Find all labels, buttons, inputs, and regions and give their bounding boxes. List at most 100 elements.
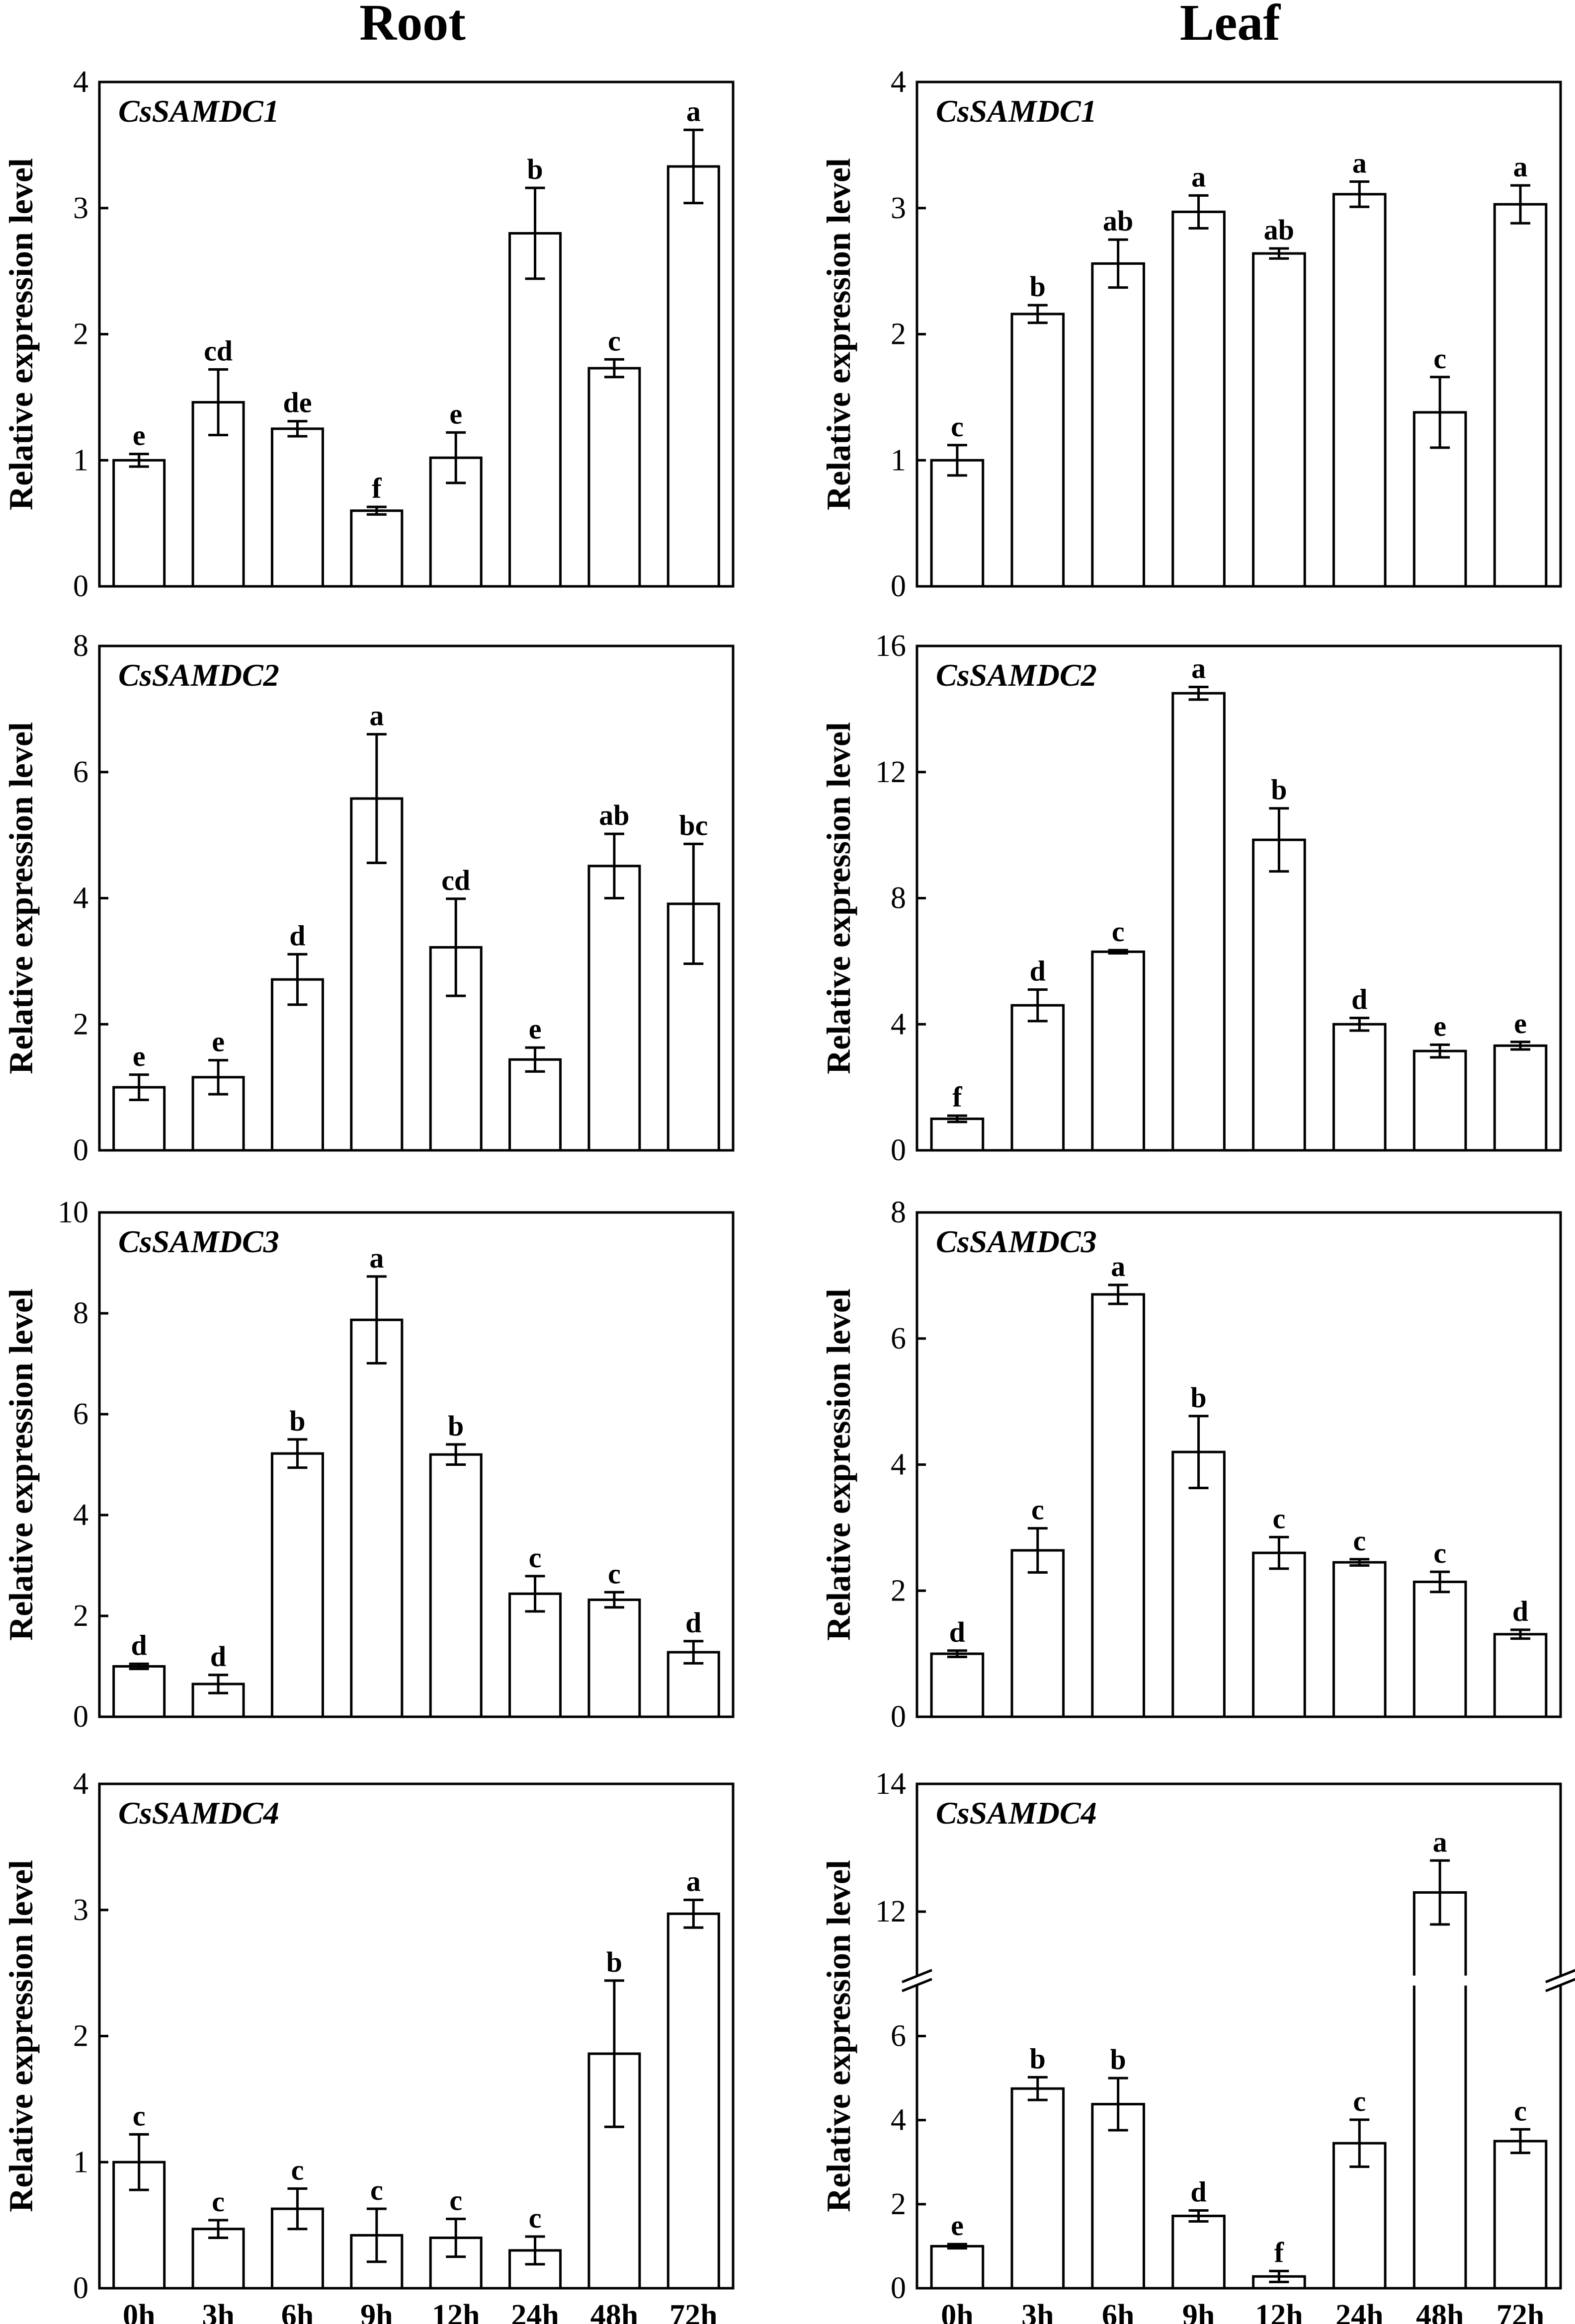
x-tick-label: 24h — [1335, 2299, 1383, 2324]
significance-label: c — [608, 324, 621, 357]
bar-0h — [112, 459, 166, 588]
significance-label: a — [1191, 652, 1206, 684]
y-tick-label: 6 — [891, 2019, 906, 2053]
y-tick-label: 0 — [73, 1700, 88, 1734]
y-axis-label: Relative expression level — [820, 1860, 857, 2212]
y-tick-label: 4 — [891, 2103, 906, 2137]
column-title-leaf: Leaf — [1180, 0, 1281, 51]
bar-9h — [1171, 210, 1226, 588]
bar-24h — [1332, 1023, 1387, 1152]
significance-label: c — [370, 2174, 383, 2206]
chart-leaf-4: 0 2 4 6 12 14 Relative expression level CsSAMDC… — [820, 1767, 1575, 2324]
bar-24h — [1332, 1561, 1387, 1718]
significance-label: e — [1433, 1010, 1446, 1042]
significance-label: ab — [1264, 214, 1294, 246]
significance-label: ab — [599, 799, 629, 831]
y-tick-label: 4 — [891, 1007, 906, 1041]
bar-3h — [1010, 1549, 1065, 1718]
gene-title: CsSAMDC4 — [118, 1795, 279, 1831]
y-tick-label: 12 — [875, 1895, 906, 1928]
significance-label: ab — [1103, 205, 1133, 237]
gene-title: CsSAMDC2 — [936, 657, 1097, 693]
significance-label: c — [1353, 2085, 1366, 2117]
y-tick-label: 2 — [891, 1574, 906, 1607]
significance-label: f — [952, 1081, 962, 1113]
y-axis-label: Relative expression level — [2, 722, 40, 1074]
significance-label: e — [449, 398, 462, 430]
gene-title: CsSAMDC3 — [118, 1224, 279, 1259]
y-tick-label: 0 — [73, 569, 88, 603]
y-tick-label: 1 — [891, 443, 906, 477]
chart-root-2: 0 2 4 6 8 Relative expression level CsSAMDC2 e e… — [2, 629, 735, 1167]
y-tick-label: 2 — [891, 318, 906, 351]
y-tick-label: 4 — [73, 882, 88, 915]
bar-3h — [1010, 2087, 1065, 2290]
bar-3h — [1010, 1004, 1065, 1152]
bar-48h — [587, 1599, 641, 1718]
significance-label: c — [1433, 1537, 1446, 1569]
significance-label: c — [1273, 1502, 1286, 1534]
y-tick-label: 0 — [891, 2271, 906, 2305]
y-axis-label: Relative expression level — [2, 158, 40, 510]
significance-label: d — [1512, 1595, 1528, 1627]
y-tick-label: 1 — [73, 2145, 88, 2179]
axis-break-mark — [902, 1978, 932, 1993]
y-tick-label: 4 — [73, 1498, 88, 1532]
chart-leaf-2: 0 4 8 12 16 Relative expression level CsSAMDC2… — [820, 629, 1562, 1167]
x-tick-label: 24h — [511, 2299, 559, 2324]
significance-label: e — [212, 1026, 225, 1058]
significance-label: d — [1190, 2176, 1206, 2208]
y-tick-label: 0 — [891, 1700, 906, 1734]
bar-72h — [1493, 1633, 1548, 1718]
axis-break-mark — [1545, 1978, 1575, 1993]
gene-title: CsSAMDC3 — [936, 1224, 1097, 1259]
significance-label: b — [289, 1405, 305, 1437]
x-tick-label: 48h — [590, 2299, 638, 2324]
bar-0h — [930, 1652, 985, 1718]
y-tick-label: 2 — [73, 318, 88, 351]
y-tick-label: 6 — [73, 1397, 88, 1431]
significance-label: c — [291, 2154, 304, 2186]
plot-frame — [98, 1211, 735, 1718]
y-tick-label: 2 — [73, 1007, 88, 1041]
significance-label: a — [369, 1242, 384, 1274]
bar-12h — [1252, 252, 1306, 588]
y-tick-label: 1 — [73, 443, 88, 477]
bar-6h — [270, 978, 324, 1152]
bar-12h — [429, 456, 483, 588]
y-axis-label: Relative expression level — [820, 158, 857, 510]
significance-label: f — [372, 472, 382, 504]
significance-label: c — [1112, 915, 1125, 948]
significance-label: d — [685, 1606, 701, 1639]
bar-72h — [1493, 2140, 1548, 2290]
y-tick-label: 4 — [891, 1448, 906, 1482]
y-tick-label: 6 — [73, 755, 88, 789]
bar-break-gap — [1412, 1975, 1468, 1986]
y-tick-label: 6 — [891, 1322, 906, 1356]
y-tick-label: 0 — [73, 1133, 88, 1167]
x-tick-label: 0h — [941, 2299, 973, 2324]
significance-label: cd — [441, 864, 470, 896]
significance-label: a — [686, 1865, 701, 1897]
x-tick-label: 0h — [123, 2299, 155, 2324]
significance-label: a — [1513, 151, 1528, 183]
y-tick-label: 2 — [73, 1599, 88, 1633]
bar-48h — [1412, 1891, 1467, 2290]
y-tick-label: 2 — [891, 2187, 906, 2221]
y-tick-label: 8 — [891, 882, 906, 915]
gene-title: CsSAMDC4 — [936, 1795, 1097, 1831]
significance-label: b — [1271, 774, 1287, 806]
y-tick-label: 2 — [73, 2019, 88, 2053]
bar-9h — [350, 509, 404, 588]
chart-root-1: 0 1 2 3 4 Relative expression level CsSAMDC1 e c… — [2, 65, 735, 603]
significance-label: d — [949, 1616, 965, 1648]
significance-label: a — [1352, 147, 1367, 179]
significance-label: cd — [204, 335, 233, 367]
significance-label: c — [1514, 2094, 1527, 2127]
significance-label: a — [1433, 1826, 1447, 1858]
x-tick-label: 3h — [1021, 2299, 1054, 2324]
significance-label: c — [529, 2202, 542, 2234]
significance-label: b — [1030, 2042, 1046, 2075]
y-tick-label: 3 — [73, 1893, 88, 1927]
significance-label: b — [1030, 270, 1046, 303]
